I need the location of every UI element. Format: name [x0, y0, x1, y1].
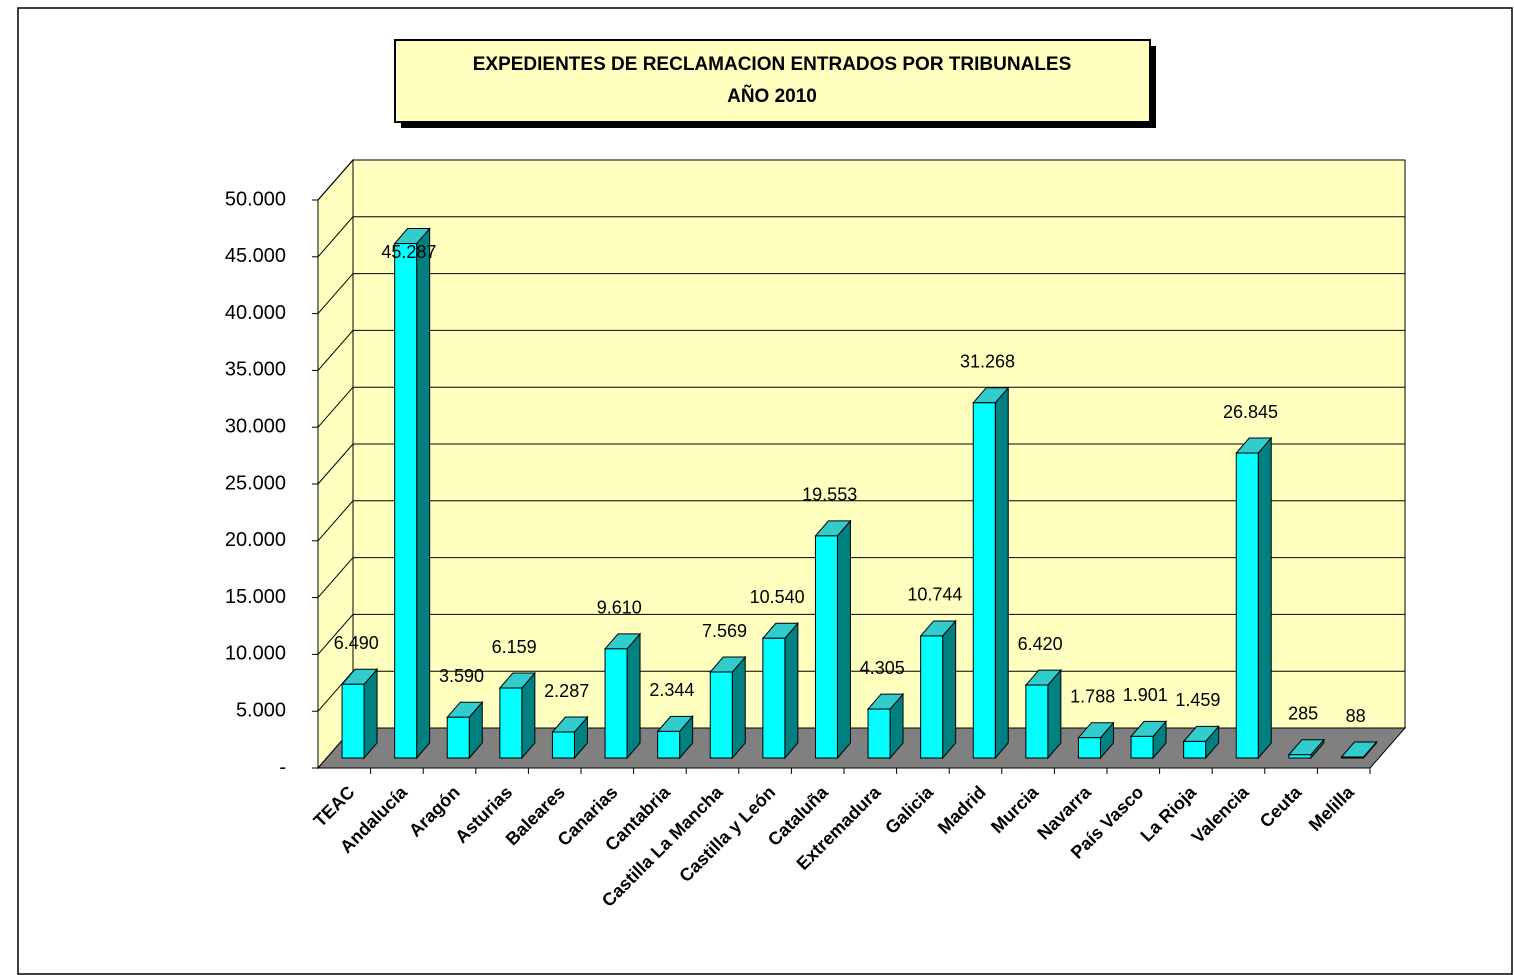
y-tick-label: 40.000 [225, 302, 286, 324]
grid-line [317, 386, 1405, 428]
data-label: 2.287 [544, 681, 589, 701]
data-label: 19.553 [802, 485, 857, 505]
grid-line [317, 273, 1405, 314]
bar [1130, 735, 1154, 759]
y-tick-label: 45.000 [225, 245, 286, 267]
y-tick-label: 5.000 [236, 699, 286, 721]
data-label: 9.610 [597, 598, 642, 618]
bar-side [626, 632, 641, 760]
bar [446, 716, 470, 759]
title-box [394, 39, 1151, 123]
bar [604, 648, 628, 759]
data-label: 3.590 [439, 666, 484, 686]
y-tick-label: - [279, 756, 286, 778]
grid-line [317, 159, 1405, 201]
data-label: 26.845 [1223, 402, 1278, 422]
data-label: 1.459 [1175, 690, 1220, 710]
data-label: 6.420 [1018, 634, 1063, 654]
y-tick-label: 10.000 [225, 643, 286, 665]
data-label: 1.901 [1123, 685, 1168, 705]
bar [657, 730, 681, 759]
bar-side [731, 655, 746, 760]
bar [920, 635, 944, 759]
chart-subtitle: AÑO 2010 [727, 85, 817, 107]
grid-line [317, 613, 1405, 655]
bar [762, 637, 786, 759]
bar-side [784, 621, 799, 760]
data-label: 7.569 [702, 621, 747, 641]
bar [867, 708, 891, 759]
bar-side [836, 519, 851, 760]
bar [1077, 737, 1101, 759]
bar [1183, 740, 1207, 759]
bar [1340, 756, 1364, 759]
bar-side [942, 619, 957, 760]
bar-side [1257, 436, 1272, 760]
bar [1025, 684, 1049, 759]
bar [551, 731, 575, 759]
data-label: 10.744 [907, 585, 962, 605]
bar [709, 671, 733, 759]
data-label: 1.788 [1070, 686, 1115, 706]
y-tick-label: 50.000 [225, 188, 286, 210]
chart-title: EXPEDIENTES DE RECLAMACION ENTRADOS POR … [473, 54, 1072, 75]
bar [394, 243, 418, 759]
bar-side [994, 386, 1009, 760]
y-tick-label: 25.000 [225, 472, 286, 494]
bar [972, 402, 996, 759]
bar [1235, 452, 1259, 759]
data-label: 10.540 [750, 587, 805, 607]
grid-line [317, 557, 1405, 598]
data-label: 6.490 [334, 633, 379, 653]
grid-line [317, 443, 1405, 485]
data-label: 2.344 [649, 680, 694, 700]
data-label: 45.287 [381, 242, 436, 262]
y-tick-label: 35.000 [225, 359, 286, 381]
grid-line [317, 216, 1405, 258]
grid-line [317, 500, 1405, 542]
data-label: 4.305 [860, 658, 905, 678]
data-label: 31.268 [960, 352, 1015, 372]
y-tick-label: 30.000 [225, 415, 286, 437]
y-tick-label: 15.000 [225, 586, 286, 608]
bar [814, 535, 838, 759]
plot-area: - 5.000 10.000 15.000 20.000 25.000 30.000 35.0… [225, 158, 1407, 911]
bar-side [416, 227, 431, 760]
data-label: 88 [1346, 706, 1366, 726]
data-label: 6.159 [492, 637, 537, 657]
bar [1288, 754, 1312, 759]
grid-line [317, 329, 1405, 371]
y-tick-label: 20.000 [225, 529, 286, 551]
bar [499, 687, 523, 759]
bar [341, 683, 365, 759]
data-label: 285 [1288, 704, 1318, 724]
